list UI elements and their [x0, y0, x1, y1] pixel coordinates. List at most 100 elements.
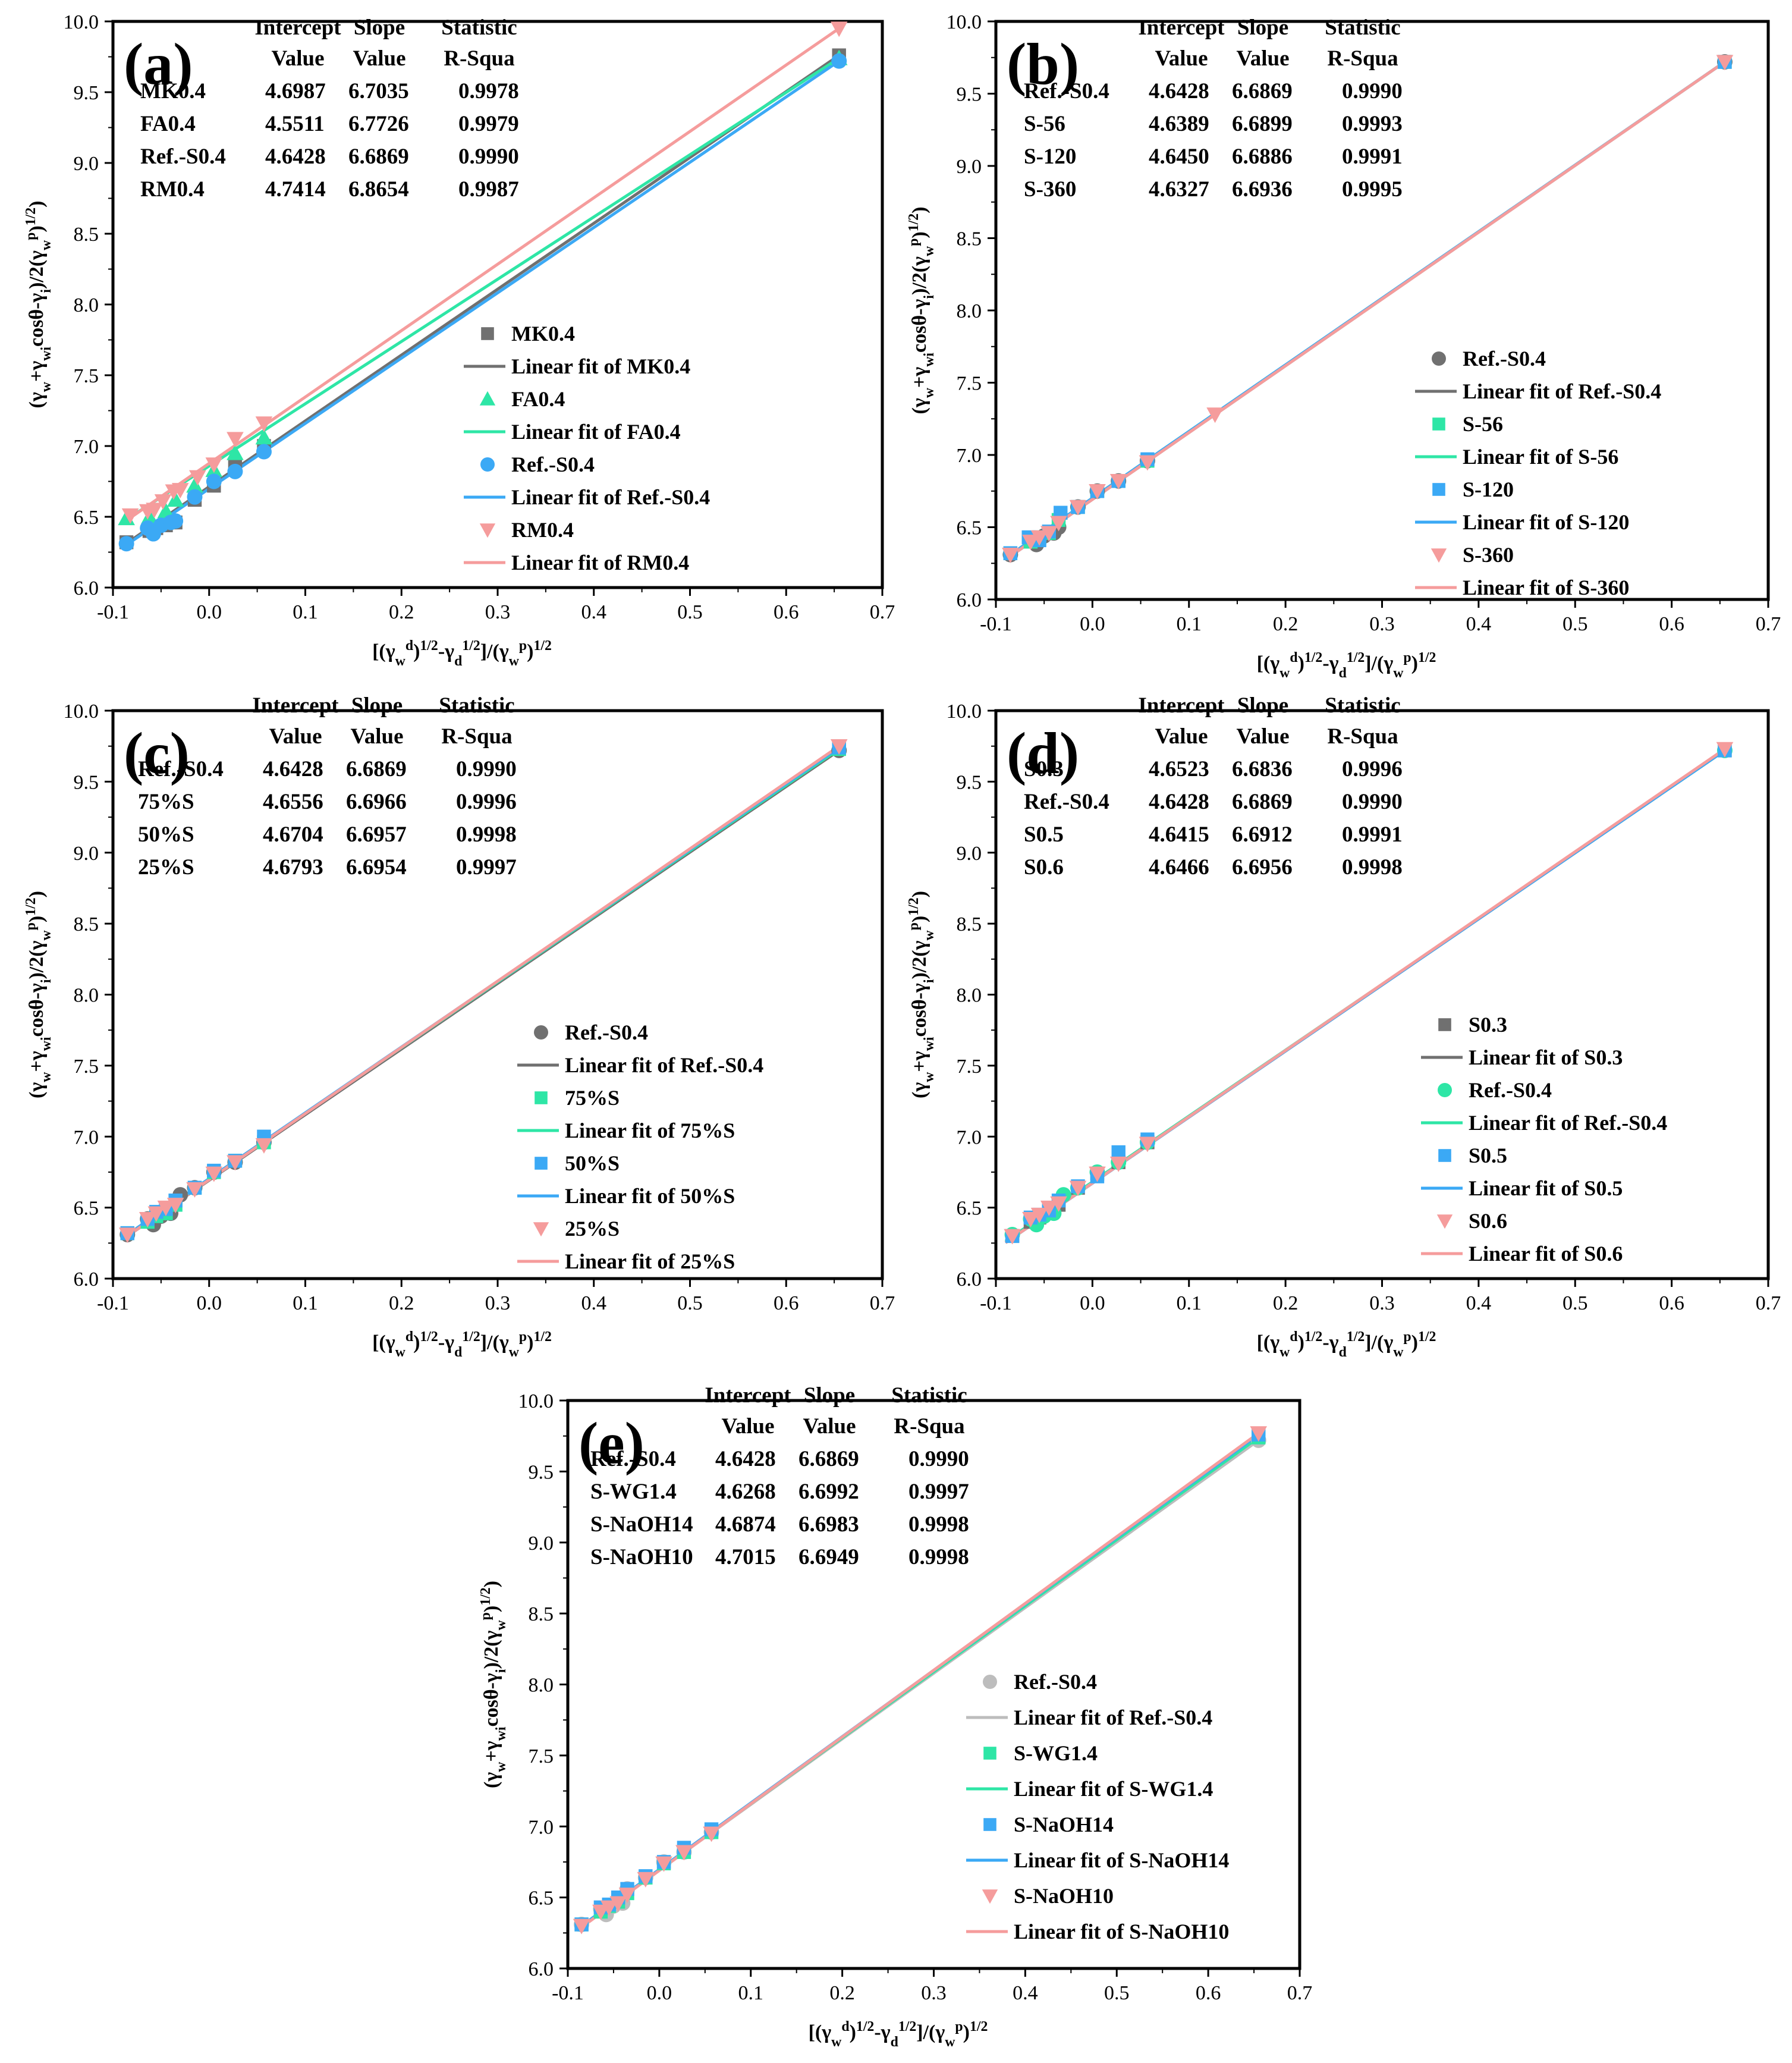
table-header: Intercept: [1138, 693, 1225, 718]
x-tick-label: 0.6: [774, 601, 799, 623]
legend-marker: [480, 457, 495, 472]
table-cell: 6.6936: [1232, 177, 1293, 202]
table-cell: 4.6874: [715, 1512, 776, 1537]
table-row-label: 50%S: [138, 822, 194, 847]
table-row-label: S0.3: [1024, 757, 1064, 781]
table-row-label: MK0.4: [140, 79, 206, 103]
x-axis-label: [(γwd)1/2-γd1/2]/(γwp)1/2: [1257, 1329, 1436, 1360]
table-header: Statistic: [1325, 15, 1400, 40]
table-cell: 6.7035: [348, 79, 409, 103]
table-cell: 4.6793: [263, 855, 323, 880]
y-tick-label: 6.5: [74, 1198, 99, 1220]
data-point: [189, 470, 206, 486]
y-tick-label: 8.5: [529, 1603, 554, 1625]
table-cell: 0.9997: [908, 1480, 969, 1504]
x-tick-label: 0.3: [1369, 1292, 1395, 1314]
legend-marker: [479, 391, 496, 406]
x-tick-label: -0.1: [980, 613, 1012, 635]
data-point: [206, 473, 222, 489]
x-tick-label: 0.0: [197, 1292, 222, 1314]
x-tick-label: 0.5: [677, 1292, 703, 1314]
x-tick-label: 0.4: [581, 1292, 607, 1314]
table-header: Value: [269, 724, 322, 749]
data-point: [205, 457, 223, 473]
y-tick-label: 7.0: [957, 1126, 982, 1148]
legend-fit-label: Linear fit of S-NaOH14: [1014, 1848, 1229, 1872]
legend-label: 75%S: [565, 1086, 620, 1110]
y-tick-label: 9.0: [957, 843, 982, 865]
x-tick-label: 0.4: [1013, 1982, 1038, 2004]
data-point: [256, 444, 272, 460]
y-tick-label: 7.0: [74, 1126, 99, 1148]
legend-marker: [983, 1675, 997, 1689]
table-cell: 0.9978: [458, 79, 519, 103]
table-row-label: S-NaOH10: [590, 1545, 693, 1569]
data-point: [205, 1166, 223, 1182]
x-axis-label: [(γwd)1/2-γd1/2]/(γwp)1/2: [1257, 650, 1436, 681]
y-tick-label: 8.5: [957, 913, 982, 935]
data-point: [154, 494, 172, 510]
legend-fit-label: Linear fit of S-WG1.4: [1014, 1777, 1213, 1801]
x-axis-label: [(γwd)1/2-γd1/2]/(γwp)1/2: [809, 2019, 988, 2050]
y-tick-label: 6.0: [74, 577, 99, 599]
table-cell: 4.6428: [265, 145, 326, 169]
table-cell: 4.6704: [263, 822, 323, 847]
y-tick-label: 8.5: [74, 224, 99, 246]
data-point: [1030, 530, 1048, 546]
table-cell: 6.6869: [1232, 79, 1293, 103]
y-tick-label: 8.0: [957, 985, 982, 1007]
table-cell: 6.6912: [1232, 822, 1293, 847]
data-point: [1089, 1166, 1106, 1182]
y-tick-label: 10.0: [947, 701, 982, 723]
y-tick-label: 7.5: [957, 373, 982, 395]
fit-line: [121, 27, 840, 525]
table-cell: 6.6869: [1232, 790, 1293, 814]
y-axis-label: (γw+γwicosθ-γi)/2(γwp)1/2): [23, 891, 54, 1098]
data-point: [186, 1182, 203, 1198]
x-tick-label: 0.6: [774, 1292, 799, 1314]
table-header: Statistic: [891, 1383, 967, 1408]
data-point: [618, 1888, 636, 1904]
table-header: Intercept: [1138, 15, 1225, 40]
x-tick-label: 0.2: [389, 601, 414, 623]
y-tick-label: 9.5: [957, 771, 982, 793]
x-tick-label: -0.1: [97, 601, 129, 623]
data-point: [255, 416, 273, 432]
x-tick-label: 0.1: [293, 1292, 318, 1314]
data-point: [139, 1212, 156, 1228]
data-point: [703, 1826, 720, 1842]
y-tick-label: 9.5: [74, 771, 99, 793]
legend-marker: [1432, 417, 1445, 431]
legend-fit-label: Linear fit of 25%S: [565, 1249, 735, 1273]
table-cell: 0.9990: [1342, 790, 1403, 814]
data-point: [1040, 526, 1058, 542]
x-tick-label: 0.3: [485, 601, 511, 623]
table-cell: 4.6389: [1149, 112, 1209, 136]
data-point: [600, 1900, 618, 1916]
table-cell: 0.9979: [458, 112, 519, 136]
y-tick-label: 9.5: [74, 82, 99, 104]
table-header: Intercept: [705, 1383, 791, 1408]
y-tick-label: 8.0: [74, 985, 99, 1007]
plot-frame: [994, 20, 1770, 601]
data-point: [227, 463, 243, 479]
table-header: Statistic: [439, 693, 514, 718]
x-tick-label: 0.5: [1563, 1292, 1588, 1314]
table-cell: 6.6899: [1232, 112, 1293, 136]
data-point: [227, 432, 244, 448]
data-point: [1139, 455, 1156, 471]
table-cell: 0.9998: [456, 822, 517, 847]
data-point: [1002, 547, 1019, 563]
y-tick-label: 10.0: [64, 701, 99, 723]
table-cell: 0.9995: [1342, 177, 1403, 202]
panel-label: (e): [579, 1410, 645, 1476]
y-tick-label: 9.5: [529, 1461, 554, 1483]
table-header: Slope: [804, 1383, 855, 1408]
table-header: Slope: [354, 15, 405, 40]
table-header: Value: [803, 1414, 856, 1439]
legend-fit-label: Linear fit of S0.3: [1469, 1045, 1623, 1069]
table-cell: 0.9998: [1342, 855, 1403, 880]
legend-fit-label: Linear fit of S-120: [1463, 510, 1629, 534]
y-tick-label: 6.5: [529, 1888, 554, 1910]
table-header: R-Squa: [1327, 724, 1398, 749]
